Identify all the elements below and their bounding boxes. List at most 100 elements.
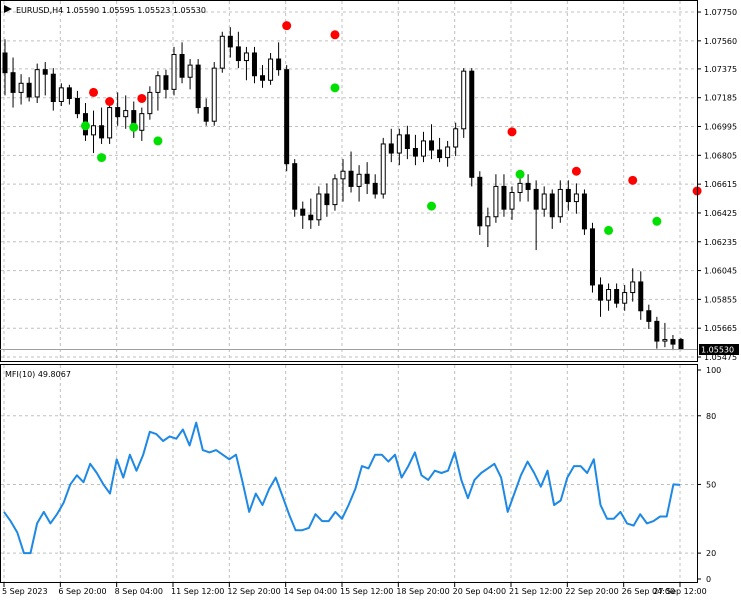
candle-body-bull [123, 110, 129, 118]
candle [235, 31, 241, 69]
symbol-header: EURUSD,H4 1.05590 1.05595 1.05523 1.0553… [4, 5, 206, 15]
candle-body-bear [638, 281, 644, 312]
time-tick-label: 22 Sep 20:00 [565, 587, 618, 596]
candle-body-bull [557, 188, 563, 218]
candle-body-bull [91, 125, 97, 136]
candle-body-bear [50, 73, 56, 102]
candle [308, 198, 314, 229]
candle [678, 338, 684, 351]
candle-body-bull [34, 69, 40, 98]
price-tick-label: 1.05855 [704, 295, 737, 304]
candle-body-bull [340, 170, 346, 180]
ohlc-values: 1.05590 1.05595 1.05523 1.05530 [66, 6, 206, 15]
candle [107, 103, 113, 144]
candle-body-bear [10, 72, 16, 93]
candle-body-bull [268, 58, 274, 81]
candle [581, 189, 587, 235]
sell-signal-dot [330, 30, 340, 40]
candle [469, 68, 475, 187]
candle [58, 83, 64, 107]
candle-body-bear [66, 87, 72, 99]
symbol-arrow-icon [4, 5, 12, 13]
candle [243, 46, 249, 81]
candle [284, 65, 290, 172]
buy-signal-dot [97, 153, 107, 163]
candle [187, 59, 193, 90]
candle [115, 92, 121, 126]
candle [670, 335, 676, 351]
time-tick-label: 27 Sep 12:00 [653, 587, 706, 596]
candle [155, 71, 161, 111]
mfi-line [3, 421, 681, 555]
candle [10, 57, 16, 108]
candle-body-bear [235, 46, 241, 62]
candle [50, 68, 56, 111]
candle-body-bull [316, 193, 322, 221]
candle-body-bear [549, 193, 555, 218]
time-tick-label: 11 Sep 12:00 [171, 587, 224, 596]
candle [340, 159, 346, 202]
candle [300, 201, 306, 229]
time-tick-label: 15 Sep 12:00 [340, 587, 393, 596]
sell-signal-dot [507, 127, 517, 137]
candle-body-bull [107, 107, 113, 139]
candle [614, 283, 620, 308]
candle-body-bull [573, 193, 579, 203]
indicator-header: MFI(10) 49.8067 [5, 370, 71, 379]
candle [589, 222, 595, 293]
candle-body-bear [99, 125, 105, 139]
candle-body-bear [115, 107, 121, 118]
candle [147, 86, 153, 120]
candle-body-bull [509, 191, 515, 210]
candle-body-bull [147, 91, 153, 115]
mfi-tick-label: 80 [706, 412, 716, 421]
candle-body-bear [260, 75, 266, 81]
candle [195, 59, 201, 114]
mfi-tick-label: 50 [706, 480, 716, 489]
candle [203, 98, 209, 126]
mfi-tick-label: 100 [706, 366, 721, 375]
candle-body-bear [388, 143, 394, 154]
signals-layer [80, 21, 702, 235]
candle [646, 304, 652, 329]
price-tick-label: 1.06615 [704, 180, 737, 189]
price-tick-label: 1.06045 [704, 267, 737, 276]
price-tick-label: 1.07375 [704, 65, 737, 74]
candle-body-bear [646, 310, 652, 322]
candle [461, 68, 467, 138]
candle [139, 107, 145, 141]
last-price-value: 1.05530 [701, 346, 734, 355]
time-tick-label: 8 Sep 04:00 [115, 587, 163, 596]
candle-body-bear [581, 193, 587, 230]
candle [412, 134, 418, 166]
sell-signal-dot [105, 96, 115, 106]
candle-body-bull [58, 87, 64, 102]
candle [598, 277, 604, 317]
price-axis: 1.07750 1.07560 1.07375 1.07185 1.06995 1.068… [697, 8, 737, 362]
candle-body-bear [372, 182, 378, 195]
candle [429, 124, 435, 160]
candle [227, 27, 233, 58]
candle-body-bull [219, 35, 225, 69]
time-tick-label: 20 Sep 04:00 [453, 587, 506, 596]
candle [533, 180, 539, 251]
candle [251, 46, 257, 84]
time-tick-label: 14 Sep 04:00 [284, 587, 337, 596]
candle [26, 77, 32, 102]
candle [404, 125, 410, 160]
candle [525, 174, 531, 202]
candle-body-bull [445, 146, 451, 159]
buy-signal-dot [652, 216, 662, 226]
time-tick-label: 18 Sep 20:00 [396, 587, 449, 596]
candle-body-bull [461, 70, 467, 130]
candle [477, 171, 483, 235]
buy-signal-dot [153, 136, 163, 146]
price-tick-label: 1.07750 [704, 8, 737, 17]
price-tick-label: 1.07185 [704, 94, 737, 103]
candle-body-bear [654, 320, 660, 342]
candle-body-bull [18, 82, 24, 93]
candle-body-bull [155, 75, 161, 93]
buy-signal-dot [515, 169, 525, 179]
price-tick-label: 1.07560 [704, 37, 737, 46]
